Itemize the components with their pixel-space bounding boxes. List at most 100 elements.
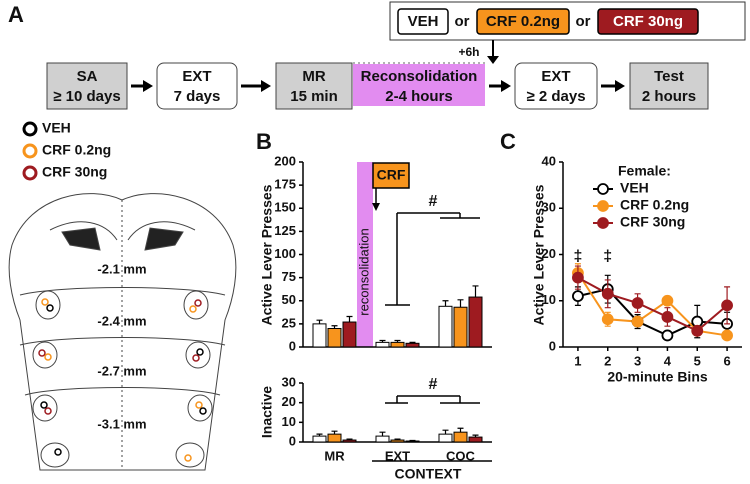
- bar: [405, 342, 420, 348]
- x-tick-label: 4: [664, 353, 672, 368]
- y-axis-label: Active Lever Presses: [531, 184, 547, 325]
- x-tick-label: MR: [324, 448, 345, 463]
- error-bar: [472, 434, 479, 438]
- legend-label: CRF 30ng: [42, 164, 107, 180]
- treatment-label: CRF 0.2ng: [486, 13, 560, 30]
- step-box: [156, 62, 238, 110]
- point: [691, 324, 704, 337]
- section-label: -2.4 mm: [97, 313, 146, 328]
- y-tick-label: 30: [282, 374, 296, 389]
- point: [601, 313, 614, 326]
- step-label: SA: [77, 68, 98, 85]
- y-tick-label: 150: [274, 200, 296, 215]
- section-label: -2.1 mm: [97, 261, 146, 276]
- legend-label: CRF 30ng: [620, 214, 685, 230]
- y-tick-label: 30: [542, 200, 556, 215]
- error-bar: [379, 431, 386, 437]
- error-bar: [346, 438, 353, 441]
- step-box: [629, 62, 709, 110]
- bar: [312, 435, 327, 443]
- bar: [468, 296, 483, 348]
- x-axis-label: CONTEXT: [395, 466, 462, 482]
- step-label: Test: [654, 68, 684, 85]
- bar: [438, 433, 453, 443]
- error-bar: [409, 341, 416, 344]
- bar: [342, 321, 357, 348]
- reconsolidation-band: [357, 162, 373, 347]
- error-bar: [379, 339, 386, 343]
- annotation: ‡: [573, 248, 582, 265]
- error-bar: [457, 427, 464, 433]
- y-tick-label: 25: [282, 315, 296, 330]
- error-bar: [346, 315, 353, 323]
- annotation: CRF: [377, 167, 406, 183]
- bar: [405, 440, 420, 443]
- section-label: -3.1 mm: [97, 416, 146, 431]
- point: [601, 287, 614, 300]
- point: [572, 290, 584, 303]
- annotation: #: [429, 376, 438, 393]
- treatment-label: CRF 30ng: [613, 13, 683, 30]
- delay-label: +6h: [458, 45, 479, 59]
- connector: or: [455, 13, 470, 30]
- legend-marker: [22, 165, 38, 181]
- bar: [453, 431, 468, 443]
- bar: [468, 436, 483, 443]
- step-box: [275, 62, 353, 110]
- step-sub: 2-4 hours: [385, 88, 453, 105]
- treatment-box: [476, 8, 570, 35]
- y-tick-label: 40: [542, 153, 556, 168]
- point: [661, 311, 674, 323]
- legend-title: Female:: [618, 163, 671, 179]
- x-tick-label: 6: [723, 353, 730, 368]
- y-tick-label: 0: [289, 338, 296, 353]
- x-tick-label: 5: [694, 353, 701, 368]
- step-label: Reconsolidation: [361, 68, 478, 85]
- y-tick-label: 125: [274, 223, 296, 238]
- step-box: [353, 64, 485, 106]
- x-tick-label: EXT: [385, 448, 410, 463]
- x-tick-label: 1: [574, 353, 581, 368]
- bar: [390, 439, 405, 443]
- bar: [327, 328, 342, 348]
- step-label: MR: [302, 68, 325, 85]
- step-sub: ≥ 10 days: [53, 88, 120, 105]
- y-axis-label: Active Lever Presses: [259, 184, 275, 325]
- step-sub: 2 hours: [642, 88, 696, 105]
- legend-marker: [22, 143, 38, 159]
- bar: [375, 435, 390, 443]
- arrow-head: [487, 56, 499, 64]
- timeline: SA ≥ 10 days EXT 7 days MR 15 min Recons…: [46, 62, 709, 110]
- panel-label: A: [8, 2, 24, 27]
- bar: [312, 323, 327, 348]
- y-tick-label: 20: [282, 394, 296, 409]
- error-bar: [442, 300, 449, 307]
- y-tick-label: 50: [282, 292, 296, 307]
- x-tick-label: 2: [604, 353, 611, 368]
- point: [631, 297, 644, 309]
- bar: [438, 305, 453, 348]
- connector: or: [576, 13, 591, 30]
- error-bar: [331, 325, 338, 329]
- error-bar: [394, 438, 401, 441]
- point: [661, 294, 674, 307]
- brain-atlas: [8, 193, 237, 471]
- y-tick-label: 75: [282, 269, 296, 284]
- legend-label: CRF 0.2ng: [620, 197, 689, 213]
- step-label: EXT: [182, 68, 211, 85]
- bar: [342, 439, 357, 443]
- step-sub: 15 min: [290, 88, 338, 105]
- point: [721, 299, 733, 312]
- legend-marker: [597, 200, 609, 212]
- point: [661, 329, 674, 342]
- step-sub: ≥ 2 days: [526, 88, 585, 105]
- legend-label: CRF 0.2ng: [42, 142, 111, 158]
- bar: [453, 306, 468, 348]
- error-bar: [316, 319, 323, 324]
- y-tick-label: 175: [274, 177, 296, 192]
- series-line: [577, 272, 728, 337]
- error-bar: [472, 285, 479, 298]
- legend-label: VEH: [620, 180, 649, 196]
- y-tick-label: 100: [274, 246, 296, 261]
